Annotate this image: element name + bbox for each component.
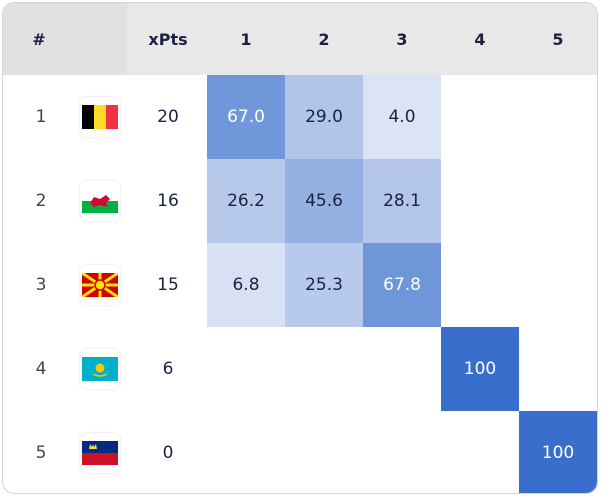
flag-icon <box>82 441 118 465</box>
probability: 4.0 <box>363 75 441 159</box>
rank: 2 <box>35 191 47 211</box>
flag-icon <box>82 105 118 129</box>
probability: 100 <box>519 411 597 493</box>
rank: 3 <box>35 275 47 295</box>
xpts: 15 <box>157 275 179 295</box>
probability: 100 <box>441 327 519 411</box>
flag-icon <box>82 189 118 213</box>
probability: 67.8 <box>363 243 441 327</box>
xpts: 16 <box>157 191 179 211</box>
probability: 67.0 <box>207 75 285 159</box>
flag-icon <box>82 357 118 381</box>
header-rank: # <box>32 29 46 49</box>
flag <box>80 181 120 221</box>
probability: 6.8 <box>207 243 285 327</box>
header-position: 2 <box>318 29 330 49</box>
flag <box>80 97 120 137</box>
flag-icon <box>82 273 118 297</box>
header-position: 4 <box>474 29 486 49</box>
probability: 25.3 <box>285 243 363 327</box>
header-position: 5 <box>552 29 564 49</box>
header-xpts: xPts <box>148 29 188 49</box>
rank: 5 <box>35 443 47 463</box>
flag <box>80 349 120 389</box>
standings-table: # xPts 1 2 3 4 5 1 20 67.0 29.0 4.0 2 16 26.2 45.6 28.1 3… <box>2 2 598 494</box>
probability: 28.1 <box>363 159 441 243</box>
header-bg-left <box>3 3 127 75</box>
flag <box>80 265 120 305</box>
xpts: 6 <box>162 359 174 379</box>
xpts: 0 <box>162 443 174 463</box>
probability: 26.2 <box>207 159 285 243</box>
rank: 1 <box>35 107 47 127</box>
xpts: 20 <box>157 107 179 127</box>
header-position: 3 <box>396 29 408 49</box>
probability: 29.0 <box>285 75 363 159</box>
header-position: 1 <box>240 29 252 49</box>
rank: 4 <box>35 359 47 379</box>
probability: 45.6 <box>285 159 363 243</box>
flag <box>80 433 120 473</box>
